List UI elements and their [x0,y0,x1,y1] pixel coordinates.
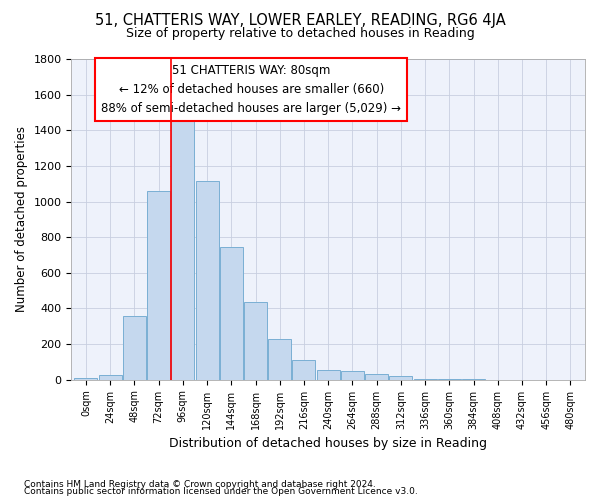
Bar [365,374,388,380]
X-axis label: Distribution of detached houses by size in Reading: Distribution of detached houses by size … [169,437,487,450]
Bar [220,247,243,380]
Bar [172,118,194,380]
Bar [196,181,218,380]
Bar [98,374,122,380]
Bar [268,339,291,380]
Y-axis label: Number of detached properties: Number of detached properties [15,126,28,312]
Text: 51, CHATTERIS WAY, LOWER EARLEY, READING, RG6 4JA: 51, CHATTERIS WAY, LOWER EARLEY, READING… [95,12,505,28]
Text: Size of property relative to detached houses in Reading: Size of property relative to detached ho… [125,28,475,40]
Bar [244,302,267,380]
Bar [389,376,412,380]
Bar [413,379,437,380]
Bar [292,360,316,380]
Text: 51 CHATTERIS WAY: 80sqm
← 12% of detached houses are smaller (660)
88% of semi-d: 51 CHATTERIS WAY: 80sqm ← 12% of detache… [101,64,401,115]
Text: Contains HM Land Registry data © Crown copyright and database right 2024.: Contains HM Land Registry data © Crown c… [24,480,376,489]
Bar [317,370,340,380]
Bar [123,316,146,380]
Bar [438,379,461,380]
Bar [74,378,97,380]
Text: Contains public sector information licensed under the Open Government Licence v3: Contains public sector information licen… [24,487,418,496]
Bar [341,372,364,380]
Bar [147,191,170,380]
